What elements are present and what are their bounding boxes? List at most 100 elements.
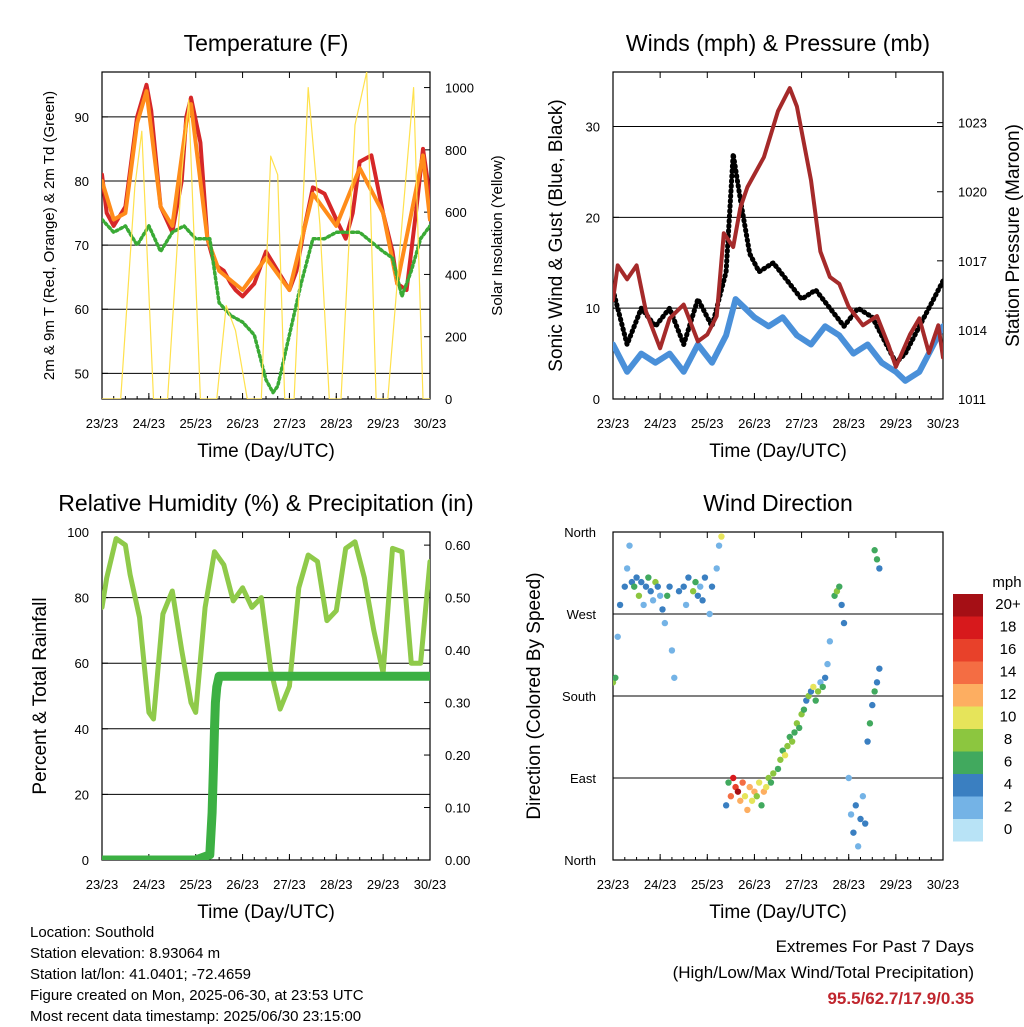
panel2-y-tick-label: 30: [586, 120, 600, 135]
panel4-group: [612, 531, 983, 861]
location-text: Location: Southold: [30, 924, 155, 941]
panel4-point: [725, 779, 732, 786]
panel4-point: [812, 697, 819, 704]
panel3-x-axis-label: Time (Day/UTC): [197, 902, 335, 923]
panel4-point: [638, 578, 645, 586]
panel2-x-tick-label: 26/23: [738, 416, 771, 431]
panel2-y2-tick-label: 1020: [958, 185, 987, 200]
panel4-point: [734, 788, 742, 795]
panel4-point: [876, 565, 883, 572]
panel4-point: [722, 802, 730, 809]
panel4-point: [788, 738, 796, 745]
panel4-point: [838, 601, 845, 609]
panel4-x-tick-label: 23/23: [597, 877, 630, 892]
panel3-y2-tick-label: 0.10: [445, 801, 470, 816]
panel4-legend-title: mph: [992, 574, 1021, 591]
panel4-point: [763, 783, 770, 791]
panel4-title: Wind Direction: [703, 490, 853, 516]
panel4-point: [796, 724, 803, 732]
panel3-y-tick-label: 80: [75, 591, 89, 606]
panel1-x-tick-label: 23/23: [86, 416, 119, 431]
panel4-legend-label: 6: [1004, 754, 1012, 771]
panel4-point: [791, 729, 798, 736]
panel4-x-tick-label: 29/23: [880, 877, 913, 892]
panel4-point: [659, 606, 666, 613]
panel4-legend-swatch: [953, 594, 983, 617]
panel2-title: Winds (mph) & Pressure (mb): [626, 30, 930, 56]
panel4-legend-label: 20+: [995, 596, 1021, 613]
panel4-y-tick-label: North: [564, 525, 596, 540]
panel4-point: [819, 683, 826, 691]
panel4-point: [826, 638, 834, 645]
panel4-point: [852, 802, 859, 809]
panel4-point: [697, 583, 704, 590]
panel3-x-tick-label: 26/23: [226, 877, 259, 892]
panel4-point: [675, 588, 683, 595]
panel4-point: [737, 797, 744, 804]
panel4-x-tick-label: 27/23: [785, 877, 818, 892]
panel4-point: [699, 597, 706, 604]
panel4-point: [616, 601, 624, 609]
panel3-plot-area: [102, 536, 430, 860]
panel1-series-9m-t: [102, 89, 430, 292]
panel4-legend-swatch: [953, 616, 983, 639]
panel1-title: Temperature (F): [184, 30, 349, 56]
panel1-x-tick-label: 28/23: [320, 416, 353, 431]
elevation-text: Station elevation: 8.93064 m: [30, 945, 221, 962]
panel2-y2-tick-label: 1023: [958, 116, 987, 131]
panel3-y-tick-label: 20: [75, 787, 89, 802]
panel4-point: [876, 665, 883, 672]
panel4-point: [635, 592, 643, 599]
panel4-y-tick-label: East: [570, 771, 596, 786]
panel1-y-axis-label: 2m & 9m T (Red, Orange) & 2m Td (Green): [41, 91, 58, 380]
panel4-point: [854, 843, 862, 850]
panel4-point: [869, 701, 876, 709]
panel3-y2-tick-label: 0.40: [445, 643, 470, 658]
panel4-legend-label: 12: [1000, 686, 1017, 703]
panel2-frame: [612, 71, 944, 400]
panel4-point: [713, 565, 720, 572]
panel4-point: [871, 688, 878, 695]
panel4-point: [631, 583, 638, 590]
panel1-y2-tick-label: 200: [445, 330, 467, 345]
panel4-point: [873, 679, 881, 686]
panel2-y-tick-label: 20: [586, 210, 600, 225]
panel2-x-axis-label: Time (Day/UTC): [709, 441, 847, 462]
panel4-point: [654, 583, 661, 590]
panel4-point: [739, 779, 746, 786]
panel4-point: [689, 588, 697, 595]
panel1-x-tick-label: 25/23: [179, 416, 212, 431]
extremes-title: Extremes For Past 7 Days: [775, 937, 974, 956]
panel4-point: [730, 774, 737, 782]
panel4-legend-label: 2: [1004, 799, 1012, 816]
panel3-y-tick-label: 60: [75, 656, 89, 671]
panel4-point: [767, 779, 775, 786]
panel4-legend-swatch: [953, 639, 983, 662]
panel4-point: [810, 683, 817, 691]
panel4-x-tick-label: 28/23: [832, 877, 865, 892]
panel2-x-tick-label: 29/23: [880, 416, 913, 431]
panel4-point: [682, 601, 690, 609]
panel3-y2-tick-label: 0.60: [445, 538, 470, 553]
panel1-y2-tick-label: 400: [445, 267, 467, 282]
panel3-x-tick-label: 23/23: [86, 877, 119, 892]
panel4-legend-label: 16: [1000, 641, 1017, 658]
panel4-point: [626, 542, 633, 549]
panel4-y-tick-label: South: [562, 689, 596, 704]
created-text: Figure created on Mon, 2025-06-30, at 23…: [30, 987, 364, 1004]
panel4-point: [741, 793, 749, 800]
panel4-point: [746, 783, 753, 791]
panel1-x-tick-label: 29/23: [367, 416, 400, 431]
panel4-point: [814, 688, 822, 695]
panel4-plot-area: [613, 533, 883, 850]
panel4-point: [774, 765, 782, 773]
panel2-x-tick-label: 23/23: [597, 416, 630, 431]
panel4-point: [661, 619, 669, 627]
panel1-y-tick-label: 90: [75, 110, 89, 125]
panel4-point: [758, 802, 765, 809]
panel2-y2-tick-label: 1017: [958, 254, 987, 269]
panel4-point: [777, 756, 784, 763]
panel3-x-tick-label: 28/23: [320, 877, 353, 892]
panel1-x-tick-label: 24/23: [133, 416, 166, 431]
